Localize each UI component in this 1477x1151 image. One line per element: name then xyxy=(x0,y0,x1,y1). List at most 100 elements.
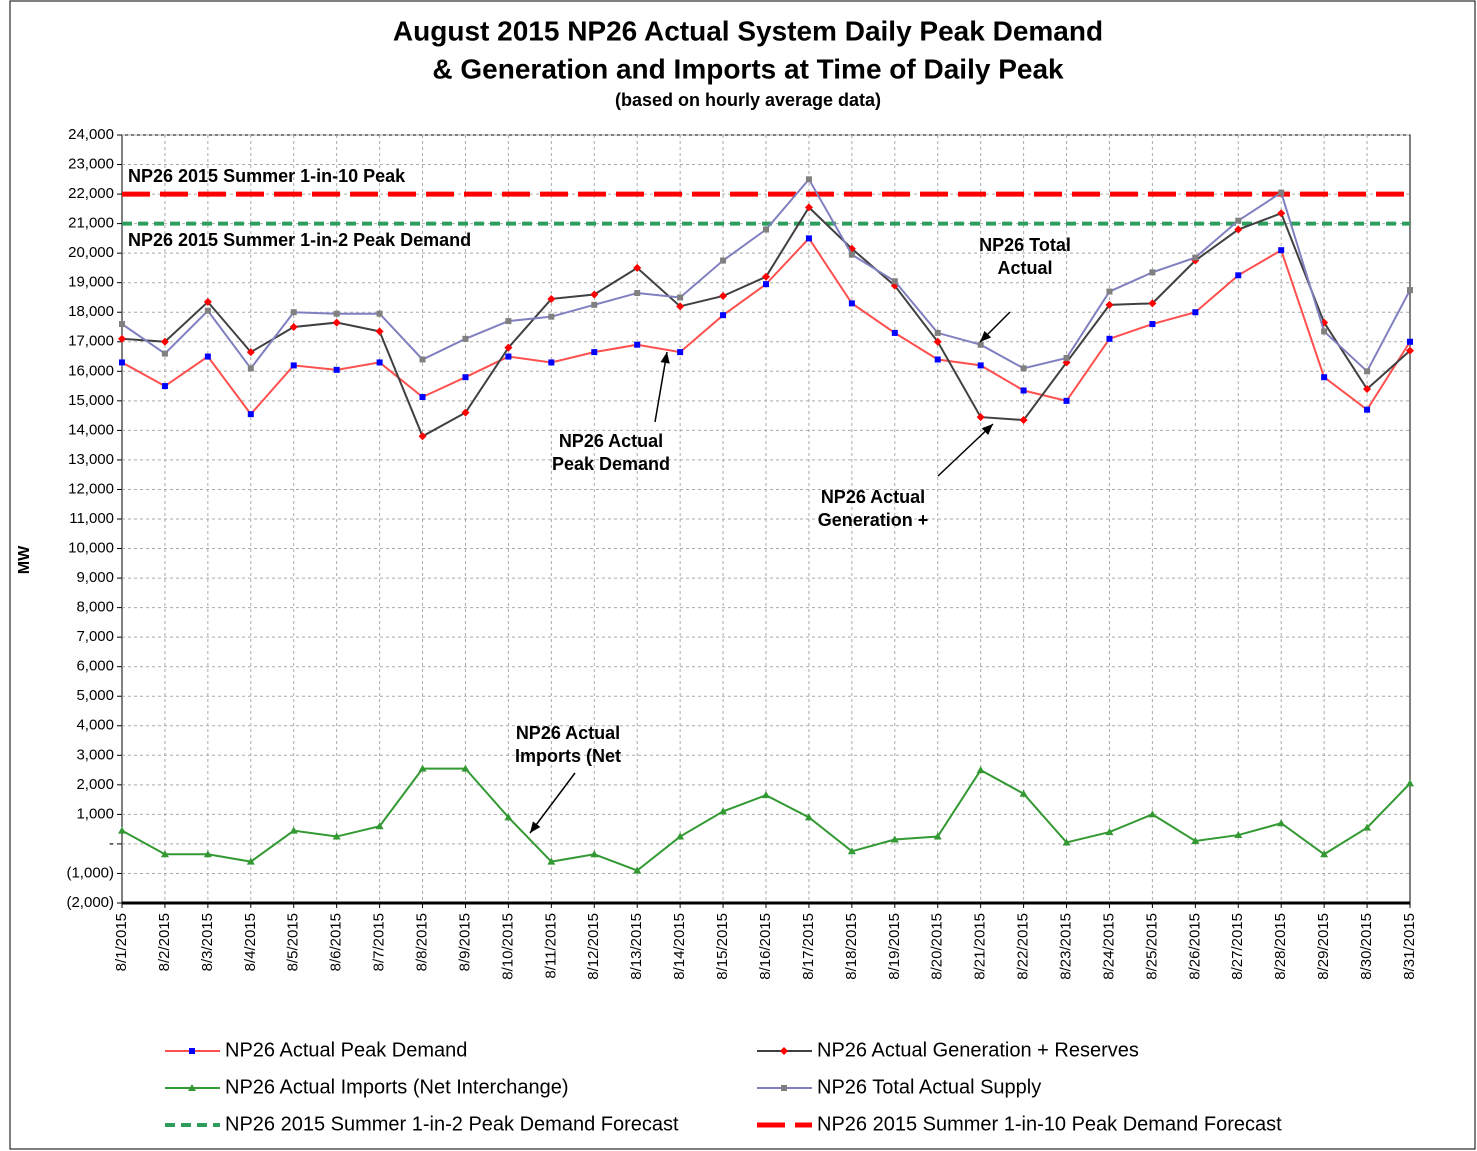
marker xyxy=(1363,385,1372,394)
chart-title: August 2015 NP26 Actual System Daily Pea… xyxy=(393,15,1103,46)
marker xyxy=(375,327,384,336)
marker xyxy=(1234,831,1243,839)
annotation: NP26 Actual xyxy=(821,487,925,507)
marker xyxy=(504,343,513,352)
annotation: NP26 2015 Summer 1-in-2 Peak Demand xyxy=(128,230,471,250)
marker xyxy=(634,290,641,297)
x-tick-label: 8/16/2015 xyxy=(757,913,774,980)
marker xyxy=(633,263,642,272)
x-tick-label: 8/24/2015 xyxy=(1100,913,1117,980)
x-tick-label: 8/15/2015 xyxy=(714,913,731,980)
marker xyxy=(1063,355,1070,362)
x-tick-label: 8/23/2015 xyxy=(1058,913,1075,980)
y-tick-label: 13,000 xyxy=(68,451,114,468)
marker xyxy=(1020,387,1027,394)
marker xyxy=(1148,299,1157,308)
y-tick-label: 9,000 xyxy=(76,569,114,586)
marker xyxy=(161,383,168,390)
marker xyxy=(848,300,855,307)
marker xyxy=(505,318,512,325)
marker xyxy=(934,329,941,336)
arrow-head xyxy=(660,352,670,364)
marker xyxy=(289,826,298,834)
y-tick-label: 19,000 xyxy=(68,274,114,291)
annotation-arrow xyxy=(529,772,576,834)
marker xyxy=(204,353,211,360)
marker xyxy=(1019,416,1028,425)
marker xyxy=(203,850,212,858)
marker xyxy=(1149,269,1156,276)
marker xyxy=(504,813,513,821)
marker xyxy=(1321,374,1328,381)
marker xyxy=(720,257,727,264)
marker xyxy=(189,1048,195,1054)
y-tick-label: 21,000 xyxy=(68,215,114,232)
marker xyxy=(977,341,984,348)
marker xyxy=(1406,346,1414,355)
marker xyxy=(118,334,126,343)
y-tick-label: 23,000 xyxy=(68,156,114,173)
marker xyxy=(1235,217,1242,224)
marker xyxy=(805,235,812,242)
arrow-head xyxy=(981,424,993,435)
x-tick-label: 8/14/2015 xyxy=(671,913,688,980)
x-tick-label: 8/18/2015 xyxy=(843,913,860,980)
marker xyxy=(976,766,985,774)
x-tick-label: 8/1/2015 xyxy=(113,913,130,971)
marker xyxy=(933,832,942,840)
marker xyxy=(1234,225,1243,234)
marker xyxy=(804,813,813,821)
marker xyxy=(1105,828,1114,836)
marker xyxy=(548,313,555,320)
marker xyxy=(590,290,599,299)
marker xyxy=(1407,338,1413,345)
marker xyxy=(161,350,168,357)
marker xyxy=(1020,365,1027,372)
marker xyxy=(1192,309,1199,316)
marker xyxy=(290,362,297,369)
annotation-arrow xyxy=(937,423,994,477)
marker xyxy=(720,312,727,319)
marker xyxy=(934,356,941,363)
annotation: NP26 Total xyxy=(979,235,1071,255)
marker xyxy=(419,356,426,363)
x-tick-label: 8/7/2015 xyxy=(371,913,388,971)
marker xyxy=(781,1085,787,1091)
marker xyxy=(1277,819,1286,827)
marker xyxy=(333,310,340,317)
marker xyxy=(119,359,125,366)
marker xyxy=(677,349,684,356)
x-tick-label: 8/28/2015 xyxy=(1272,913,1289,980)
x-tick-label: 8/17/2015 xyxy=(800,913,817,980)
y-tick-label: 14,000 xyxy=(68,421,114,438)
marker xyxy=(1063,397,1070,404)
marker xyxy=(462,374,469,381)
marker xyxy=(461,764,470,772)
x-tick-label: 8/6/2015 xyxy=(328,913,345,971)
x-tick-label: 8/22/2015 xyxy=(1015,913,1032,980)
x-tick-label: 8/9/2015 xyxy=(456,913,473,971)
marker xyxy=(332,832,341,840)
marker xyxy=(160,850,169,858)
arrow-head xyxy=(980,330,992,342)
marker xyxy=(188,1084,196,1091)
marker xyxy=(418,764,427,772)
marker xyxy=(1363,823,1372,831)
marker xyxy=(677,294,684,301)
marker xyxy=(203,297,212,306)
marker xyxy=(290,309,297,316)
marker xyxy=(591,349,598,356)
y-tick-label: 2,000 xyxy=(76,776,114,793)
annotation: NP26 Actual xyxy=(559,431,663,451)
marker xyxy=(375,822,384,830)
y-tick-label: - xyxy=(109,835,114,852)
y-tick-label: 7,000 xyxy=(76,628,114,645)
legend-label: NP26 Actual Generation + Reserves xyxy=(817,1039,1139,1061)
marker xyxy=(847,847,856,855)
marker xyxy=(1106,288,1113,295)
y-tick-label: 16,000 xyxy=(68,362,114,379)
y-axis-label: MW xyxy=(16,545,33,574)
y-tick-label: 12,000 xyxy=(68,480,114,497)
x-tick-label: 8/27/2015 xyxy=(1229,913,1246,980)
